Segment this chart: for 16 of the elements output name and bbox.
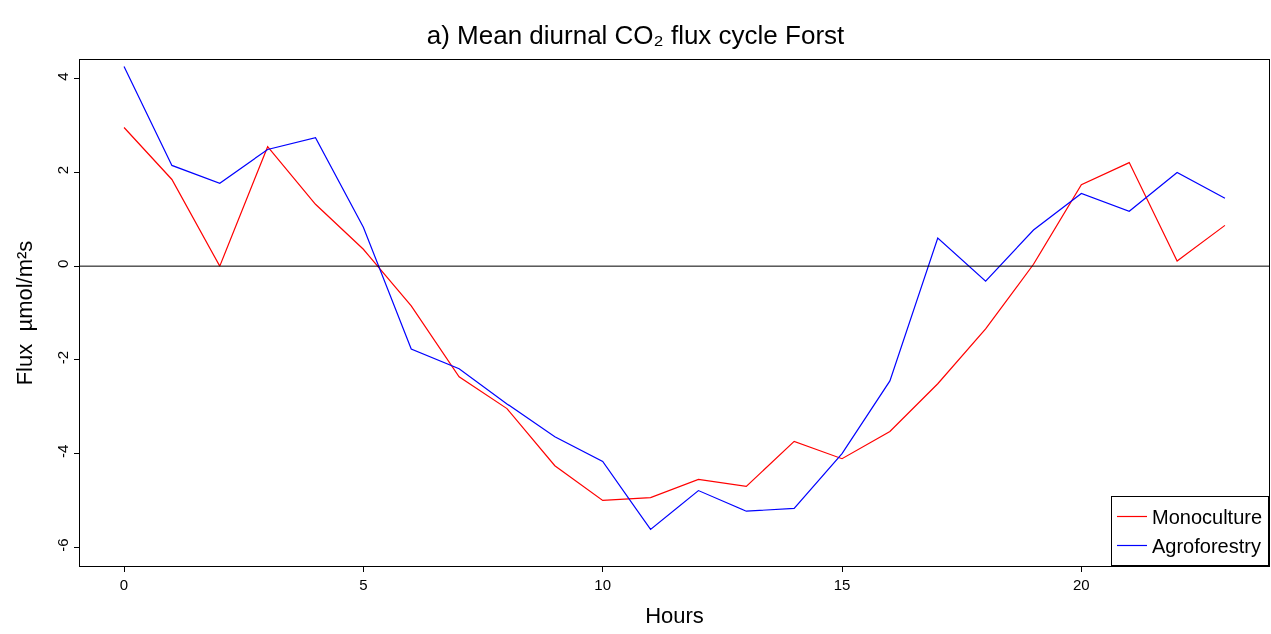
legend-label: Monoculture — [1152, 506, 1263, 529]
x-tick-label: 20 — [1073, 576, 1090, 593]
x-tick-label: 5 — [359, 576, 368, 593]
legend-label: Agroforestry — [1152, 535, 1261, 558]
x-axis-title: Hours — [645, 602, 704, 628]
chart-title: a) Mean diurnal CO₂ flux cycle Forst — [426, 19, 846, 50]
x-tick-label: 10 — [594, 576, 612, 593]
y-tick-label: 2 — [54, 166, 71, 175]
y-tick-label: -6 — [54, 538, 71, 552]
y-axis-title: Flux µmol/m²s — [11, 240, 37, 386]
y-tick-label: 4 — [54, 72, 71, 81]
y-tick-label: 0 — [54, 259, 71, 269]
y-tick-label: -4 — [54, 444, 71, 458]
y-tick-label: -2 — [54, 350, 71, 365]
x-tick-label: 15 — [833, 576, 851, 593]
x-tick-label: 0 — [119, 576, 129, 593]
